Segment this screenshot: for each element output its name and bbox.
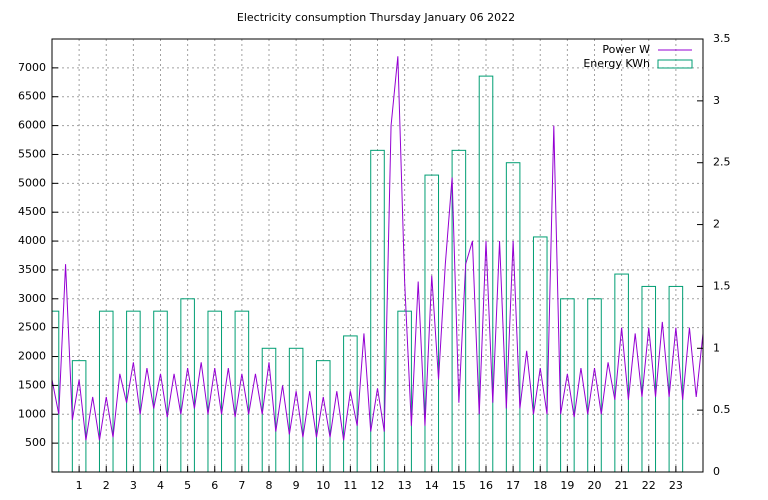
y-tick-label: 3500 (18, 263, 46, 276)
x-tick-label: 1 (76, 479, 83, 492)
y-tick-label: 4000 (18, 234, 46, 247)
y-tick-label: 6500 (18, 90, 46, 103)
power-line (52, 56, 703, 441)
energy-box (370, 149, 385, 472)
x-tick-label: 5 (184, 479, 191, 492)
x-tick-label: 8 (266, 479, 273, 492)
legend-swatch (657, 59, 693, 69)
y-tick-label: 2000 (18, 350, 46, 363)
y-tick-label: 5000 (18, 176, 46, 189)
x-tick-label: 20 (588, 479, 602, 492)
x-tick-label: 17 (506, 479, 520, 492)
y-tick-label: 5500 (18, 147, 46, 160)
x-tick-label: 22 (642, 479, 656, 492)
x-tick-label: 11 (343, 479, 357, 492)
y-tick-label: 7000 (18, 61, 46, 74)
y2-tick-label: 2 (713, 218, 720, 231)
legend-label: Energy KWh (583, 57, 650, 70)
y2-tick-label: 1.5 (713, 279, 731, 292)
legend-label: Power W (602, 43, 650, 56)
x-tick-label: 21 (615, 479, 629, 492)
chart-title: Electricity consumption Thursday January… (237, 11, 515, 24)
x-tick-label: 4 (157, 479, 164, 492)
x-tick-label: 16 (479, 479, 493, 492)
y2-tick-label: 0.5 (713, 403, 731, 416)
y2-tick-label: 0 (713, 465, 720, 478)
energy-box (478, 75, 494, 472)
x-tick-label: 15 (452, 479, 466, 492)
x-tick-label: 18 (533, 479, 547, 492)
y2-tick-label: 3.5 (713, 32, 731, 45)
y-tick-label: 1500 (18, 378, 46, 391)
x-tick-label: 2 (103, 479, 110, 492)
y-tick-label: 6000 (18, 119, 46, 132)
x-tick-label: 12 (371, 479, 385, 492)
x-tick-label: 10 (316, 479, 330, 492)
x-tick-label: 13 (398, 479, 412, 492)
y-tick-label: 3000 (18, 292, 46, 305)
x-tick-label: 9 (293, 479, 300, 492)
y-tick-label: 4500 (18, 205, 46, 218)
energy-box (52, 310, 60, 472)
y-tick-label: 1000 (18, 407, 46, 420)
y-tick-label: 2500 (18, 321, 46, 334)
x-tick-label: 19 (560, 479, 574, 492)
x-tick-label: 3 (130, 479, 137, 492)
x-tick-label: 7 (238, 479, 245, 492)
y2-tick-label: 2.5 (713, 156, 731, 169)
x-tick-label: 14 (425, 479, 439, 492)
y-tick-label: 500 (25, 436, 46, 449)
energy-box (343, 335, 358, 472)
y2-tick-label: 3 (713, 94, 720, 107)
energy-box (532, 236, 548, 472)
x-tick-label: 6 (211, 479, 218, 492)
x-tick-label: 23 (669, 479, 683, 492)
y2-tick-label: 1 (713, 341, 720, 354)
